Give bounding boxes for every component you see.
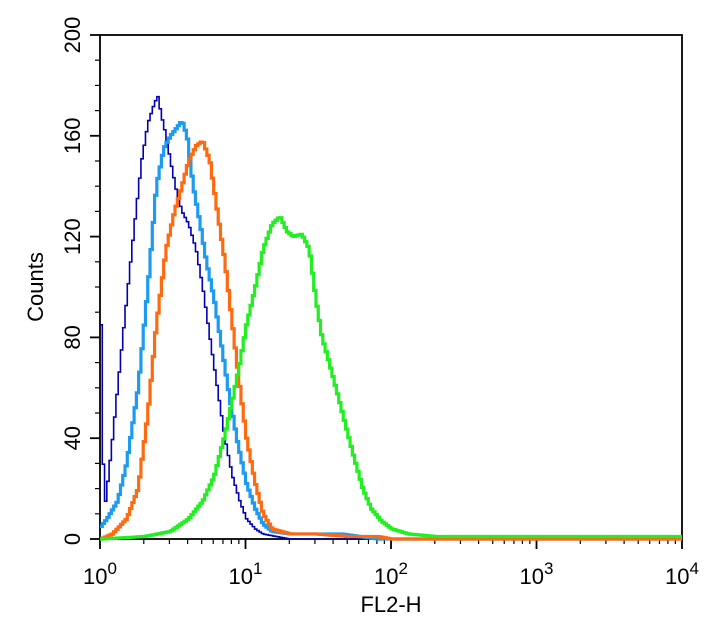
- x-tick-label: 101: [229, 559, 263, 589]
- y-tick-label: 120: [60, 218, 85, 255]
- y-tick-label: 160: [60, 117, 85, 154]
- y-tick-label: 80: [60, 325, 85, 349]
- x-tick-label: 102: [374, 559, 408, 589]
- histogram-series-2: [100, 120, 682, 541]
- y-axis-title: Counts: [23, 252, 48, 322]
- x-axis-title: FL2-H: [360, 592, 421, 617]
- y-tick-label: 0: [60, 533, 85, 545]
- series-layer: [100, 95, 682, 541]
- x-tick-label: 104: [665, 559, 699, 589]
- y-tick-label: 40: [60, 426, 85, 450]
- histogram-series-3: [100, 140, 682, 541]
- histogram-series-4: [100, 216, 682, 541]
- x-tick-label: 100: [83, 559, 117, 589]
- x-tick-label: 103: [520, 559, 554, 589]
- y-axis-ticks: 0 40 80 120 160 200: [60, 17, 100, 545]
- x-axis-ticks: 100 101 102 103 104: [83, 539, 699, 589]
- plot-frame: [99, 34, 683, 540]
- y-tick-label: 200: [60, 17, 85, 54]
